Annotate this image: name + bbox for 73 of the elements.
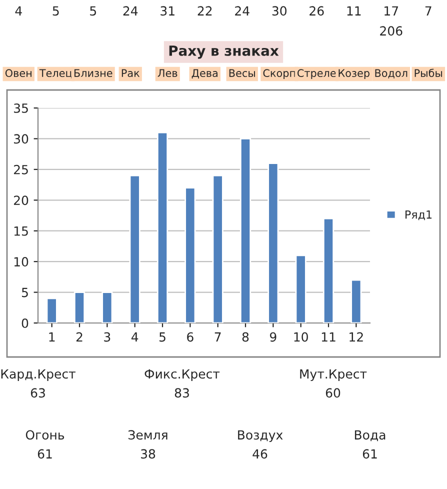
text: 30	[272, 6, 286, 16]
chart-title: Раху в знаках	[169, 46, 279, 59]
bar	[322, 218, 334, 323]
text: 46	[252, 449, 268, 459]
bar	[102, 292, 113, 323]
text: Овен	[5, 69, 32, 78]
text: 7	[425, 6, 432, 16]
x-tick-label: 10	[294, 332, 308, 342]
text: Кард.Крест	[1, 369, 76, 382]
bar	[240, 138, 252, 323]
text: 26	[310, 6, 324, 16]
text: Близне	[74, 69, 112, 78]
text: Рыбы	[414, 68, 442, 78]
x-tick-label: 12	[350, 332, 363, 342]
text: 63	[30, 388, 45, 398]
text: Земля	[128, 430, 168, 440]
text: 61	[38, 449, 52, 459]
text: 83	[174, 388, 189, 398]
y-tick-label: 15	[14, 226, 28, 236]
x-tick-label: 2	[76, 332, 82, 342]
text: Стреле	[297, 69, 336, 80]
y-tick-label: 25	[14, 164, 28, 174]
text: Воздух	[238, 430, 283, 442]
y-tick-label: 20	[14, 196, 28, 206]
text: 24	[235, 6, 250, 16]
text: 22	[198, 6, 212, 16]
x-tick-label: 7	[214, 332, 221, 342]
text: Мут.Крест	[300, 369, 367, 382]
bar	[268, 162, 279, 323]
text: 38	[141, 449, 156, 459]
bar	[129, 174, 140, 323]
text: Скорп	[263, 69, 296, 80]
text: 4	[15, 6, 22, 16]
x-tick-label: 11	[322, 332, 336, 342]
text: 206	[380, 26, 402, 36]
text: 61	[362, 449, 377, 459]
x-tick-label: 1	[49, 332, 55, 342]
text: 11	[347, 6, 361, 16]
text: Телец	[39, 69, 72, 78]
text: Козер	[338, 69, 370, 80]
x-tick-label: 8	[242, 332, 249, 342]
x-tick-label: 5	[159, 332, 166, 342]
text: 5	[90, 6, 96, 16]
x-tick-label: 9	[270, 332, 276, 342]
text: Рак	[122, 69, 140, 78]
x-tick-label: 6	[187, 332, 194, 342]
text: Фикс.Крест	[144, 369, 220, 382]
bar	[295, 254, 306, 323]
text: Лев	[158, 69, 178, 78]
bar	[74, 292, 86, 323]
legend-label: Ряд1	[406, 210, 432, 220]
bar	[350, 279, 362, 323]
text: 31	[160, 6, 174, 16]
text: Весы	[229, 69, 255, 78]
text: Вода	[354, 430, 386, 442]
bar	[46, 298, 58, 323]
text: Огонь	[26, 430, 64, 440]
text: 17	[384, 6, 398, 16]
x-tick-label: 3	[104, 332, 110, 342]
text: 60	[326, 388, 340, 398]
y-tick-label: 0	[22, 318, 28, 328]
y-tick-label: 10	[14, 257, 28, 266]
y-tick-label: 30	[14, 134, 28, 144]
bar	[212, 174, 224, 323]
bar	[156, 132, 168, 323]
bar	[184, 187, 196, 323]
text: Дева	[192, 69, 218, 79]
y-tick-label: 5	[22, 288, 28, 298]
text: Водол	[375, 69, 408, 78]
y-tick-label: 35	[14, 103, 28, 113]
x-tick-label: 4	[131, 332, 138, 342]
text: 5	[52, 6, 59, 16]
text: 24	[123, 6, 138, 16]
